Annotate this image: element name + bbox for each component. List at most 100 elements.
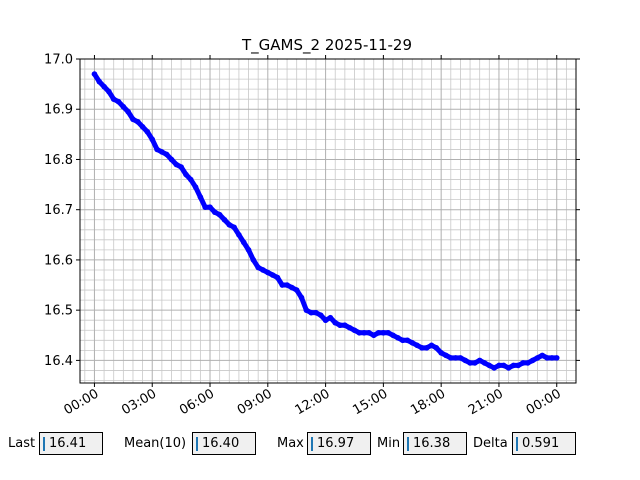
- x-tick-label: 00:00: [524, 386, 564, 418]
- data-point: [351, 327, 358, 334]
- data-point: [115, 98, 122, 105]
- data-point: [423, 345, 430, 351]
- major-grid: [80, 58, 576, 383]
- x-tick-label: 12:00: [293, 386, 333, 418]
- x-tick-label: 21:00: [466, 386, 506, 418]
- data-point: [91, 71, 98, 77]
- temperature-chart: T_GAMS_2 2025-11-29 16.4 16.5 16.6 16.7 16.8…: [44, 36, 580, 418]
- chart-title: T_GAMS_2 2025-11-29: [241, 36, 412, 55]
- stat-delta-label: Delta: [473, 436, 508, 451]
- data-point: [385, 329, 391, 336]
- data-point: [168, 156, 175, 163]
- data-point: [452, 355, 459, 361]
- data-point: [496, 362, 502, 369]
- data-point: [173, 161, 180, 168]
- data-point: [139, 124, 146, 130]
- data-point: [303, 307, 310, 313]
- x-tick-label: 09:00: [235, 386, 275, 418]
- data-point: [366, 329, 372, 336]
- data-point: [130, 116, 136, 123]
- data-point: [308, 309, 314, 316]
- stat-max-field[interactable]: 16.97: [307, 432, 371, 455]
- data-point: [221, 216, 228, 223]
- data-point: [346, 324, 353, 331]
- data-point: [255, 264, 261, 271]
- data-point: [317, 312, 324, 318]
- x-tick-label: 18:00: [408, 386, 448, 418]
- y-tick-label: 16.8: [44, 153, 73, 168]
- data-point: [327, 314, 334, 321]
- data-point: [298, 294, 305, 301]
- data-point: [520, 360, 526, 366]
- text-cursor-icon: [407, 437, 409, 451]
- data-point: [404, 337, 411, 344]
- data-point: [472, 360, 478, 366]
- data-point: [260, 267, 266, 273]
- data-point: [313, 309, 319, 316]
- data-point: [553, 355, 560, 361]
- data-point: [428, 342, 435, 349]
- data-point: [322, 317, 329, 324]
- data-point: [120, 103, 127, 110]
- stat-min-label: Min: [377, 436, 401, 451]
- y-tick-label: 16.7: [44, 203, 73, 218]
- data-point: [375, 329, 382, 336]
- data-point: [337, 322, 343, 329]
- data-point: [274, 274, 281, 281]
- x-tick-label: 06:00: [177, 386, 217, 418]
- data-point: [144, 129, 151, 135]
- data-point: [192, 184, 199, 190]
- data-point: [491, 365, 497, 371]
- stat-delta-field[interactable]: 0.591: [512, 432, 576, 455]
- data-point: [159, 149, 165, 155]
- minor-grid: [80, 59, 577, 383]
- stat-min-field[interactable]: 16.38: [403, 432, 467, 455]
- data-point: [448, 355, 454, 361]
- stat-last-value: 16.41: [49, 436, 87, 451]
- data-point: [443, 352, 449, 359]
- stat-max-label: Max: [277, 436, 304, 451]
- text-cursor-icon: [43, 437, 45, 451]
- x-tick-label: 03:00: [119, 386, 159, 418]
- data-point: [433, 345, 440, 351]
- y-tick-label: 16.6: [44, 253, 73, 268]
- data-point: [245, 247, 252, 253]
- stat-mean-label: Mean(10): [124, 436, 187, 451]
- data-point: [370, 332, 377, 339]
- data-point: [486, 362, 493, 369]
- data-point: [197, 194, 204, 200]
- text-cursor-icon: [516, 437, 518, 451]
- data-point: [529, 357, 536, 364]
- data-point: [500, 362, 507, 369]
- data-point: [390, 332, 396, 339]
- plot-frame: [79, 58, 577, 384]
- data-point: [462, 357, 469, 364]
- data-point: [380, 329, 387, 336]
- data-point: [154, 146, 160, 153]
- data-point: [544, 355, 550, 361]
- data-point: [250, 257, 257, 263]
- data-point: [467, 360, 473, 366]
- data-point: [356, 329, 363, 336]
- data-point: [207, 204, 213, 210]
- stat-mean-field[interactable]: 16.40: [192, 432, 256, 455]
- stat-mean-value: 16.40: [202, 436, 240, 451]
- data-point: [202, 204, 208, 210]
- data-point: [106, 88, 112, 95]
- data-point: [279, 282, 286, 288]
- data-point: [265, 269, 271, 276]
- stat-min-value: 16.38: [413, 436, 451, 451]
- data-point: [399, 337, 406, 344]
- data-point: [236, 232, 242, 238]
- y-tick-label: 16.4: [44, 354, 73, 369]
- data-point: [409, 340, 416, 346]
- data-point: [226, 221, 233, 228]
- data-point: [212, 209, 218, 216]
- data-point: [525, 360, 531, 366]
- stat-last-field[interactable]: 16.41: [39, 432, 103, 455]
- data-point: [515, 362, 522, 369]
- data-point: [187, 176, 194, 183]
- stat-last-label: Last: [8, 436, 36, 451]
- series-layer: [91, 71, 560, 371]
- data-point: [125, 108, 131, 115]
